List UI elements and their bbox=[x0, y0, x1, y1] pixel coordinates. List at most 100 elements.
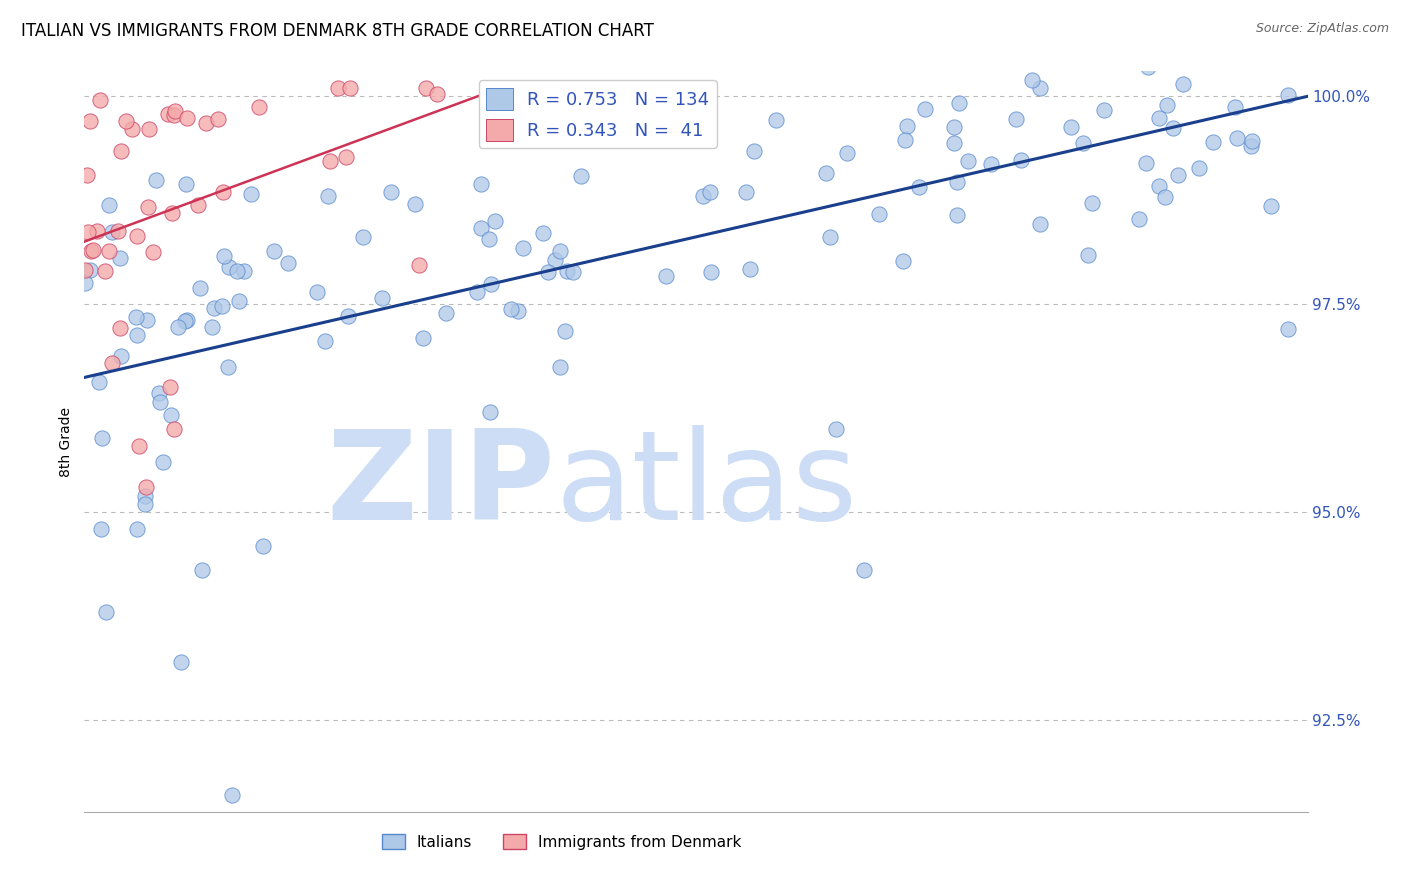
Point bbox=[692, 189, 714, 203]
Point bbox=[1202, 135, 1225, 149]
Point bbox=[740, 261, 762, 276]
Point bbox=[548, 360, 571, 375]
Point bbox=[1168, 0, 1191, 14]
Point bbox=[316, 188, 339, 202]
Point bbox=[110, 144, 132, 158]
Point bbox=[125, 327, 148, 342]
Point bbox=[163, 103, 186, 118]
Point bbox=[852, 564, 875, 578]
Point bbox=[1163, 120, 1185, 135]
Point bbox=[170, 655, 193, 669]
Y-axis label: 8th Grade: 8th Grade bbox=[59, 407, 73, 476]
Point bbox=[1136, 60, 1159, 74]
Point bbox=[228, 294, 250, 309]
Point bbox=[1156, 98, 1178, 112]
Point bbox=[942, 136, 965, 151]
Point bbox=[201, 319, 224, 334]
Point bbox=[136, 200, 159, 214]
Point bbox=[1028, 217, 1050, 231]
Point bbox=[135, 480, 157, 494]
Point bbox=[326, 81, 349, 95]
Text: ITALIAN VS IMMIGRANTS FROM DENMARK 8TH GRADE CORRELATION CHART: ITALIAN VS IMMIGRANTS FROM DENMARK 8TH G… bbox=[21, 22, 654, 40]
Point bbox=[76, 168, 98, 182]
Point bbox=[152, 455, 174, 469]
Point bbox=[1121, 39, 1143, 54]
Point bbox=[145, 173, 167, 187]
Point bbox=[163, 422, 186, 436]
Point bbox=[352, 230, 374, 244]
Point bbox=[314, 334, 336, 349]
Point bbox=[478, 232, 501, 246]
Point bbox=[943, 120, 966, 134]
Point bbox=[174, 177, 197, 191]
Point bbox=[212, 249, 235, 263]
Point bbox=[107, 224, 129, 238]
Point bbox=[176, 312, 198, 326]
Point bbox=[226, 264, 249, 278]
Point bbox=[90, 522, 112, 536]
Point bbox=[465, 285, 488, 300]
Point bbox=[957, 153, 980, 168]
Point bbox=[100, 225, 122, 239]
Point bbox=[1188, 161, 1211, 176]
Point bbox=[233, 264, 256, 278]
Point bbox=[195, 116, 218, 130]
Point bbox=[79, 114, 101, 128]
Point bbox=[173, 314, 195, 328]
Text: ZIP: ZIP bbox=[326, 425, 555, 547]
Point bbox=[1153, 189, 1175, 203]
Point bbox=[277, 256, 299, 270]
Point bbox=[86, 224, 108, 238]
Point bbox=[554, 324, 576, 338]
Point bbox=[97, 244, 120, 258]
Point bbox=[212, 185, 235, 199]
Point bbox=[163, 108, 186, 122]
Point bbox=[1128, 212, 1150, 227]
Point bbox=[207, 112, 229, 126]
Point bbox=[91, 432, 114, 446]
Point bbox=[110, 349, 132, 363]
Point bbox=[94, 263, 117, 277]
Point bbox=[211, 299, 233, 313]
Point bbox=[252, 539, 274, 553]
Point bbox=[247, 99, 270, 113]
Point bbox=[125, 228, 148, 243]
Point bbox=[307, 285, 329, 300]
Point bbox=[825, 422, 848, 436]
Point bbox=[1284, 54, 1306, 68]
Point bbox=[188, 281, 211, 295]
Point bbox=[1171, 77, 1194, 91]
Point bbox=[1010, 153, 1032, 168]
Point bbox=[335, 150, 357, 164]
Point bbox=[426, 87, 449, 101]
Point bbox=[82, 243, 104, 257]
Point bbox=[655, 269, 678, 284]
Point bbox=[569, 169, 592, 184]
Point bbox=[548, 244, 571, 259]
Point bbox=[136, 312, 159, 326]
Point bbox=[162, 206, 184, 220]
Point bbox=[1029, 81, 1052, 95]
Point bbox=[149, 395, 172, 409]
Point bbox=[218, 260, 240, 274]
Point bbox=[735, 186, 758, 200]
Point bbox=[408, 258, 430, 272]
Point bbox=[1135, 156, 1157, 170]
Point bbox=[1277, 322, 1299, 336]
Point bbox=[948, 95, 970, 110]
Point bbox=[742, 145, 765, 159]
Point bbox=[73, 277, 96, 291]
Point bbox=[814, 165, 837, 179]
Point bbox=[512, 241, 534, 255]
Point bbox=[1081, 196, 1104, 211]
Point bbox=[434, 306, 457, 320]
Point bbox=[134, 497, 156, 511]
Point bbox=[101, 355, 124, 369]
Point bbox=[1277, 31, 1299, 45]
Point bbox=[1249, 21, 1271, 36]
Point bbox=[1071, 136, 1094, 151]
Point bbox=[79, 263, 101, 277]
Point bbox=[1277, 87, 1299, 102]
Point bbox=[412, 331, 434, 345]
Point bbox=[217, 360, 239, 375]
